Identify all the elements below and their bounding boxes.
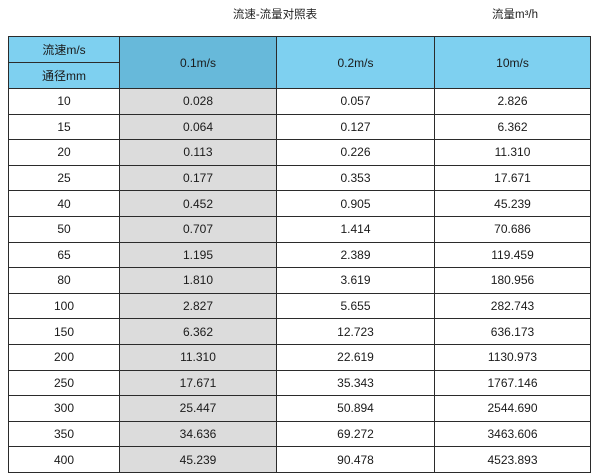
cell-flow-rate: 4523.893 (434, 446, 591, 473)
table-header-row-bottom: 通径mm (8, 62, 591, 89)
table-row: 250 17.671 35.343 1767.146 (8, 369, 591, 397)
cell-flow-rate: 25.447 (119, 395, 277, 422)
cell-nominal-diameter: 50 (8, 215, 120, 243)
cell-nominal-diameter: 65 (8, 241, 120, 269)
cell-flow-rate: 17.671 (434, 164, 591, 192)
cell-flow-rate: 0.905 (276, 190, 435, 217)
cell-flow-rate: 70.686 (434, 215, 591, 243)
cell-flow-rate: 2.827 (119, 292, 277, 320)
cell-flow-rate: 1130.973 (434, 343, 591, 371)
cell-flow-rate: 3.619 (276, 267, 435, 294)
table-row: 25 0.177 0.353 17.671 (8, 164, 591, 192)
column-header-2[interactable]: 0.2m/s (276, 36, 435, 89)
cell-flow-rate: 0.064 (119, 113, 277, 141)
cell-flow-rate: 35.343 (276, 369, 435, 397)
cell-nominal-diameter: 200 (8, 343, 120, 371)
cell-flow-rate: 6.362 (119, 318, 277, 345)
cell-flow-rate: 2.826 (434, 88, 591, 115)
cell-flow-rate: 6.362 (434, 113, 591, 141)
cell-flow-rate: 3463.606 (434, 420, 591, 448)
cell-flow-rate: 5.655 (276, 292, 435, 320)
page-title: 流速-流量对照表 (232, 9, 318, 21)
cell-nominal-diameter: 15 (8, 113, 120, 141)
cell-flow-rate: 45.239 (434, 190, 591, 217)
caption-row: 流速-流量对照表 流量m³/h (0, 0, 600, 36)
cell-flow-rate: 1.414 (276, 215, 435, 243)
cell-flow-rate: 0.127 (276, 113, 435, 141)
cell-flow-rate: 0.028 (119, 88, 277, 115)
cell-nominal-diameter: 300 (8, 395, 120, 422)
table-row: 100 2.827 5.655 282.743 (8, 292, 591, 320)
table-row: 50 0.707 1.414 70.686 (8, 215, 591, 243)
cell-flow-rate: 180.956 (434, 267, 591, 294)
cell-nominal-diameter: 400 (8, 446, 120, 473)
cell-flow-rate: 2544.690 (434, 395, 591, 422)
cell-flow-rate: 0.707 (119, 215, 277, 243)
table-row: 400 45.239 90.478 4523.893 (8, 446, 591, 473)
table-header-row-top: 流速m/s 0.1m/s 0.2m/s 10m/s (8, 36, 591, 89)
cell-flow-rate: 0.226 (276, 139, 435, 166)
cell-flow-rate: 0.452 (119, 190, 277, 217)
cell-nominal-diameter: 40 (8, 190, 120, 217)
table-row: 80 1.810 3.619 180.956 (8, 267, 591, 294)
cell-nominal-diameter: 100 (8, 292, 120, 320)
cell-flow-rate: 0.057 (276, 88, 435, 115)
cell-flow-rate: 22.619 (276, 343, 435, 371)
table-row: 40 0.452 0.905 45.239 (8, 190, 591, 217)
table-row: 350 34.636 69.272 3463.606 (8, 420, 591, 448)
cell-flow-rate: 11.310 (434, 139, 591, 166)
cell-flow-rate: 1767.146 (434, 369, 591, 397)
flow-unit-label: 流量m³/h (492, 9, 538, 21)
cell-flow-rate: 50.894 (276, 395, 435, 422)
table-row: 150 6.362 12.723 636.173 (8, 318, 591, 345)
flow-velocity-table: 流速m/s 0.1m/s 0.2m/s 10m/s 通径mm 10 0.028 0.057 2.… (8, 36, 591, 473)
cell-nominal-diameter: 250 (8, 369, 120, 397)
cell-flow-rate: 1.810 (119, 267, 277, 294)
table-row: 65 1.195 2.389 119.459 (8, 241, 591, 269)
cell-flow-rate: 1.195 (119, 241, 277, 269)
cell-flow-rate: 11.310 (119, 343, 277, 371)
header-corner-velocity-label: 流速m/s (8, 36, 120, 63)
column-header-3[interactable]: 10m/s (434, 36, 591, 89)
cell-nominal-diameter: 150 (8, 318, 120, 345)
cell-flow-rate: 34.636 (119, 420, 277, 448)
cell-flow-rate: 17.671 (119, 369, 277, 397)
cell-flow-rate: 2.389 (276, 241, 435, 269)
cell-nominal-diameter: 25 (8, 164, 120, 192)
cell-flow-rate: 90.478 (276, 446, 435, 473)
cell-flow-rate: 45.239 (119, 446, 277, 473)
cell-nominal-diameter: 350 (8, 420, 120, 448)
table-row: 300 25.447 50.894 2544.690 (8, 395, 591, 422)
flow-velocity-table-wrapper: 流速m/s 0.1m/s 0.2m/s 10m/s 通径mm 10 0.028 0.057 2.… (8, 36, 591, 473)
header-corner-diameter-label: 通径mm (8, 62, 120, 89)
cell-flow-rate: 0.353 (276, 164, 435, 192)
table-row: 10 0.028 0.057 2.826 (8, 88, 591, 115)
table-row: 15 0.064 0.127 6.362 (8, 113, 591, 141)
cell-nominal-diameter: 10 (8, 88, 120, 115)
cell-flow-rate: 636.173 (434, 318, 591, 345)
column-header-1[interactable]: 0.1m/s (119, 36, 277, 89)
cell-flow-rate: 69.272 (276, 420, 435, 448)
cell-flow-rate: 12.723 (276, 318, 435, 345)
cell-flow-rate: 0.177 (119, 164, 277, 192)
table-row: 20 0.113 0.226 11.310 (8, 139, 591, 166)
cell-flow-rate: 0.113 (119, 139, 277, 166)
table-row: 200 11.310 22.619 1130.973 (8, 343, 591, 371)
cell-nominal-diameter: 80 (8, 267, 120, 294)
cell-nominal-diameter: 20 (8, 139, 120, 166)
cell-flow-rate: 282.743 (434, 292, 591, 320)
cell-flow-rate: 119.459 (434, 241, 591, 269)
